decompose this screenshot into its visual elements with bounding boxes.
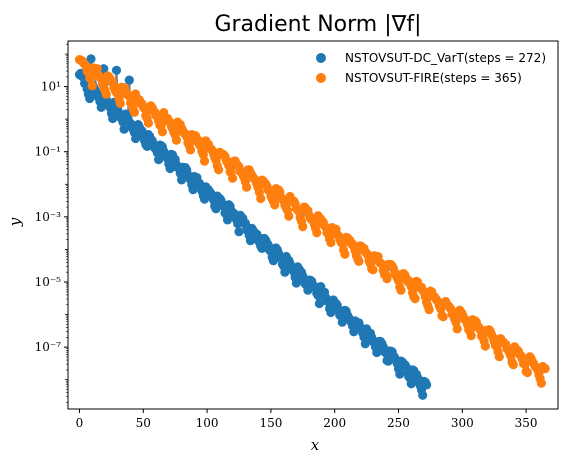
data-point xyxy=(188,185,198,195)
x-axis-label: x xyxy=(311,436,320,454)
data-point xyxy=(540,364,550,374)
data-point xyxy=(466,331,476,341)
data-point xyxy=(452,324,462,334)
data-point xyxy=(157,127,167,137)
data-point xyxy=(326,237,336,248)
data-point xyxy=(438,312,448,322)
legend-marker xyxy=(316,53,326,63)
data-point xyxy=(245,236,256,246)
data-point xyxy=(119,124,129,134)
data-point xyxy=(406,379,416,389)
data-point xyxy=(280,267,290,277)
data-point xyxy=(234,227,244,237)
data-point xyxy=(382,274,392,284)
data-point xyxy=(199,156,210,166)
data-point xyxy=(395,369,405,379)
data-point xyxy=(242,182,252,192)
data-point xyxy=(108,113,118,124)
x-tick-label: 0 xyxy=(76,416,84,430)
data-point xyxy=(360,339,370,349)
data-point xyxy=(86,74,96,84)
plot-series-group xyxy=(74,54,550,400)
x-tick-label: 200 xyxy=(323,416,346,430)
y-axis-label: y xyxy=(6,217,24,227)
legend-marker xyxy=(316,73,326,83)
data-point xyxy=(154,155,164,165)
x-tick-label: 300 xyxy=(451,416,474,430)
data-point xyxy=(326,307,336,318)
data-point xyxy=(368,265,378,275)
legend-entry-label: NSTOVSUT-DC_VarT(steps = 272) xyxy=(345,51,546,65)
data-point xyxy=(111,65,122,75)
data-point xyxy=(396,285,406,295)
data-point xyxy=(131,133,141,144)
data-point xyxy=(99,64,109,74)
data-point xyxy=(314,298,324,309)
data-point xyxy=(494,352,504,362)
x-tick-label: 150 xyxy=(259,416,282,430)
legend-entry-label: NSTOVSUT-FIRE(steps = 365) xyxy=(345,71,522,85)
data-point xyxy=(101,89,111,99)
data-point xyxy=(536,378,547,388)
data-point xyxy=(143,118,153,128)
data-point xyxy=(372,347,382,358)
data-point xyxy=(312,228,322,238)
legend: NSTOVSUT-DC_VarT(steps = 272) NSTOVSUT-FI… xyxy=(316,51,546,85)
y-tick-label: 10⁻³ xyxy=(35,210,62,224)
plot-frame xyxy=(67,40,559,410)
data-point xyxy=(337,317,347,327)
data-point xyxy=(185,145,196,155)
y-tick-label: 10⁻⁵ xyxy=(35,275,62,289)
x-tick-label: 100 xyxy=(196,416,219,430)
data-point xyxy=(211,204,221,214)
y-tick-label: 10⁻¹ xyxy=(35,145,61,159)
data-point xyxy=(418,390,428,400)
data-point xyxy=(199,194,210,204)
data-point xyxy=(349,327,359,337)
data-point xyxy=(115,98,125,108)
data-point xyxy=(340,249,350,259)
y-tick-label: 10⁻⁷ xyxy=(35,340,62,354)
data-point xyxy=(422,380,432,390)
data-point xyxy=(480,341,490,351)
x-tick-label: 350 xyxy=(515,416,538,430)
data-point xyxy=(214,165,224,175)
x-tick-label: 250 xyxy=(387,416,410,430)
data-point xyxy=(86,54,96,64)
data-point xyxy=(256,193,266,204)
data-point xyxy=(87,81,97,91)
axes: 0 50 100 150 200 250 300 350 10¹ 10⁻¹ 10⁻³ 10⁻⁵ 10⁻⁷ xyxy=(35,40,559,430)
data-point xyxy=(270,200,280,210)
data-point xyxy=(129,107,139,117)
y-tick-label: 10¹ xyxy=(41,80,61,94)
data-point xyxy=(291,278,301,288)
chart-title: Gradient Norm |∇f| xyxy=(214,12,421,37)
data-point xyxy=(177,175,187,185)
data-point xyxy=(508,360,518,370)
data-point xyxy=(410,294,420,304)
data-point xyxy=(298,222,308,232)
data-point xyxy=(522,367,533,378)
data-point xyxy=(354,256,364,266)
data-point xyxy=(85,93,95,104)
data-point xyxy=(424,305,434,315)
data-point xyxy=(284,211,294,221)
series-markers xyxy=(74,55,550,388)
data-point xyxy=(228,173,238,183)
x-tick-label: 50 xyxy=(136,416,151,430)
data-point xyxy=(171,135,182,145)
plot-area xyxy=(74,54,550,400)
data-point xyxy=(222,215,233,225)
data-point xyxy=(124,75,134,85)
